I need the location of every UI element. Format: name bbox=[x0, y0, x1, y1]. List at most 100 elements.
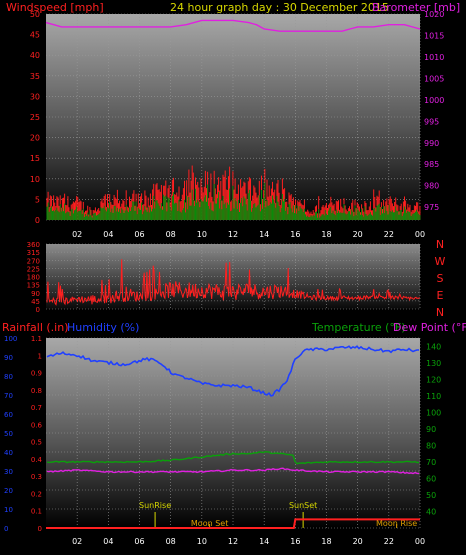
humidity-tick-label: 20 bbox=[4, 487, 13, 495]
graph-title: 24 hour graph day : 30 December 2015 bbox=[170, 1, 389, 14]
time-tick-label: 06 bbox=[134, 230, 144, 239]
temperature-tick-label: 50 bbox=[426, 491, 436, 500]
compass-label: E bbox=[437, 289, 444, 302]
humidity-tick-label: 0 bbox=[4, 525, 8, 533]
event-label: SunRise bbox=[139, 501, 171, 510]
time-tick-label: 22 bbox=[384, 230, 394, 239]
windspeed-tick-label: 5 bbox=[35, 195, 40, 204]
windspeed-tick-label: 50 bbox=[30, 10, 40, 19]
compass-label: N bbox=[436, 306, 444, 319]
compass-label: W bbox=[435, 255, 446, 268]
windspeed-tick-label: 30 bbox=[30, 92, 40, 101]
time-tick-label: 02 bbox=[72, 230, 82, 239]
barometer-label: Barometer [mb] bbox=[372, 1, 460, 14]
time-tick-label: 10 bbox=[197, 230, 207, 239]
barometer-tick-label: 1000 bbox=[424, 96, 444, 105]
rainfall-tick-label: 1.1 bbox=[31, 335, 42, 343]
time-tick-label: 14 bbox=[259, 230, 269, 239]
barometer-line bbox=[45, 19, 421, 32]
rainfall-tick-label: 0.8 bbox=[31, 387, 42, 395]
dewpoint-label: Dew Point (°F) bbox=[393, 321, 466, 334]
windspeed-axis: 0 5 10 15 20 25 30 35 40 45 50 bbox=[30, 10, 40, 225]
time-tick-label: 00 bbox=[415, 537, 425, 546]
climate-time-axis: 02 04 06 08 10 12 14 16 18 20 22 00 bbox=[72, 537, 425, 546]
barometer-tick-label: 1005 bbox=[424, 74, 444, 83]
barometer-tick-label: 1015 bbox=[424, 31, 444, 40]
windspeed-tick-label: 15 bbox=[30, 154, 40, 163]
temperature-tick-label: 110 bbox=[426, 392, 441, 401]
time-tick-label: 12 bbox=[228, 230, 238, 239]
time-tick-label: 04 bbox=[103, 230, 113, 239]
temperature-axis: 40 50 60 70 80 90 100 110 120 130 140 bbox=[426, 342, 441, 516]
time-tick-label: 12 bbox=[228, 537, 238, 546]
humidity-tick-label: 80 bbox=[4, 373, 13, 381]
direction-tick-label: 135 bbox=[27, 282, 40, 290]
humidity-tick-label: 90 bbox=[4, 354, 13, 362]
rainfall-tick-label: 0.4 bbox=[31, 456, 43, 464]
direction-tick-label: 315 bbox=[27, 249, 40, 257]
windspeed-tick-label: 20 bbox=[30, 134, 40, 143]
temperature-tick-label: 60 bbox=[426, 474, 436, 483]
humidity-tick-label: 60 bbox=[4, 411, 13, 419]
humidity-tick-label: 40 bbox=[4, 449, 13, 457]
rainfall-tick-label: 0 bbox=[38, 525, 42, 533]
time-tick-label: 08 bbox=[166, 537, 176, 546]
windspeed-series bbox=[46, 165, 421, 220]
direction-series bbox=[46, 259, 420, 306]
rainfall-tick-label: 0.9 bbox=[31, 370, 42, 378]
direction-tick-label: 270 bbox=[27, 257, 40, 265]
direction-tick-label: 225 bbox=[27, 265, 40, 273]
temperature-label: Temperature (°F) bbox=[311, 321, 406, 334]
time-tick-label: 22 bbox=[384, 537, 394, 546]
compass-label: S bbox=[437, 272, 444, 285]
temperature-line bbox=[46, 450, 420, 465]
direction-line bbox=[46, 259, 420, 306]
rainfall-label: Rainfall (.in) bbox=[2, 321, 69, 334]
temperature-tick-label: 40 bbox=[426, 507, 436, 516]
windspeed-tick-label: 40 bbox=[30, 51, 40, 60]
direction-tick-label: 0 bbox=[36, 306, 40, 314]
dewpoint-line bbox=[46, 467, 420, 475]
barometer-tick-label: 975 bbox=[424, 203, 439, 212]
barometer-tick-label: 985 bbox=[424, 160, 439, 169]
compass-label: N bbox=[436, 238, 444, 251]
humidity-tick-label: 10 bbox=[4, 506, 13, 514]
rainfall-tick-label: 0.1 bbox=[31, 508, 42, 516]
temperature-tick-label: 120 bbox=[426, 375, 441, 384]
temperature-tick-label: 90 bbox=[426, 425, 436, 434]
rainfall-tick-label: 0.7 bbox=[31, 404, 42, 412]
rainfall-axis: 0 0.1 0.2 0.3 0.4 0.5 0.6 0.7 0.8 0.9 1 1.1 bbox=[31, 335, 43, 533]
direction-tick-label: 180 bbox=[27, 274, 40, 282]
event-label: Moon Rise bbox=[376, 519, 417, 528]
humidity-tick-label: 30 bbox=[4, 468, 13, 476]
barometer-tick-label: 980 bbox=[424, 182, 439, 191]
windspeed-tick-label: 45 bbox=[30, 31, 40, 40]
barometer-tick-label: 995 bbox=[424, 117, 439, 126]
rainfall-tick-label: 0.6 bbox=[31, 421, 43, 429]
barometer-tick-label: 1020 bbox=[424, 10, 444, 19]
temperature-tick-label: 80 bbox=[426, 441, 436, 450]
event-label: Moon Set bbox=[191, 519, 228, 528]
windspeed-label: Windspeed [mph] bbox=[6, 1, 104, 14]
humidity-tick-label: 50 bbox=[4, 430, 13, 438]
temperature-tick-label: 100 bbox=[426, 408, 441, 417]
time-tick-label: 16 bbox=[290, 537, 300, 546]
event-label: SunSet bbox=[289, 501, 317, 510]
humidity-label: Humidity (%) bbox=[67, 321, 139, 334]
time-tick-label: 20 bbox=[353, 230, 363, 239]
barometer-axis: 975 980 985 990 995 1000 1005 1010 1015 1020 bbox=[424, 10, 444, 212]
windspeed-tick-label: 10 bbox=[30, 175, 40, 184]
time-tick-label: 20 bbox=[353, 537, 363, 546]
wind-time-axis: 02 04 06 08 10 12 14 16 18 20 22 00 bbox=[72, 230, 425, 239]
rainfall-tick-label: 0.3 bbox=[31, 473, 42, 481]
time-tick-label: 08 bbox=[166, 230, 176, 239]
time-tick-label: 18 bbox=[321, 230, 331, 239]
humidity-tick-label: 100 bbox=[4, 335, 17, 343]
rainfall-tick-label: 0.5 bbox=[31, 439, 42, 447]
time-tick-label: 18 bbox=[321, 537, 331, 546]
time-tick-label: 16 bbox=[290, 230, 300, 239]
humidity-line bbox=[46, 345, 419, 397]
